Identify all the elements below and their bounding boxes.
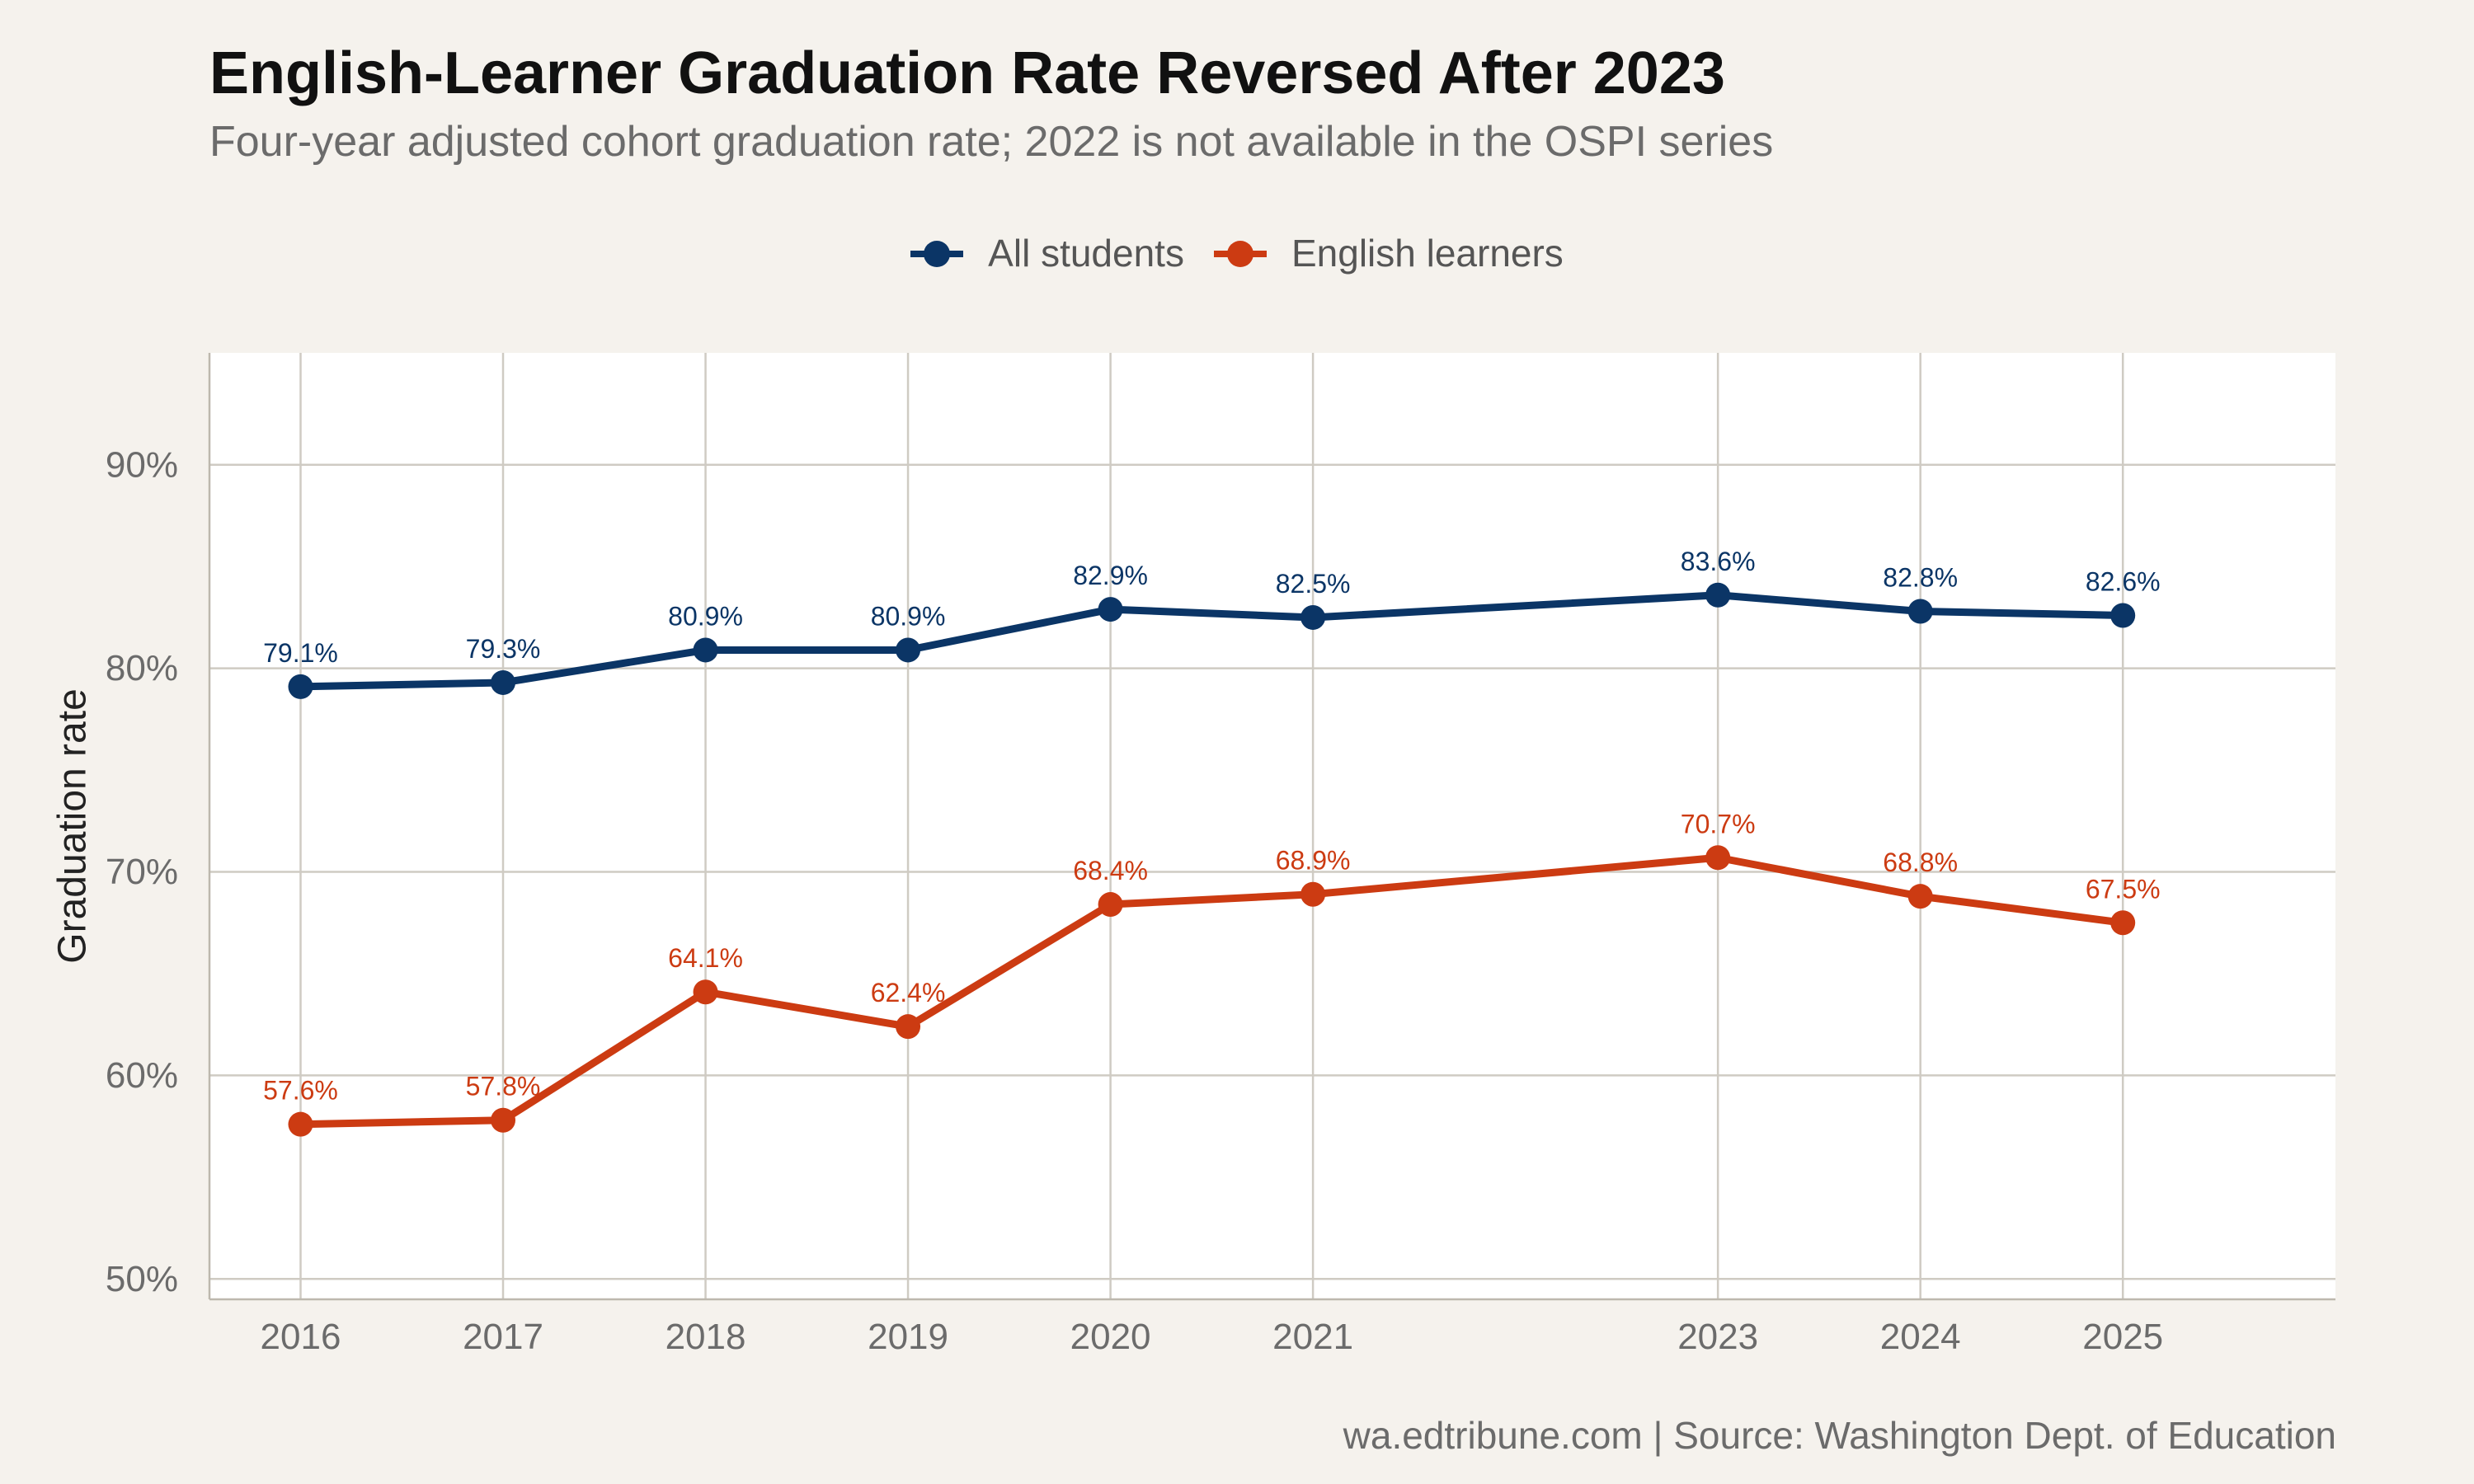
source-caption: wa.edtribune.com | Source: Washington De… [1343,1414,2336,1457]
data-point-all-students [896,637,921,663]
data-point-all-students [1300,604,1326,630]
chart-title: English-Learner Graduation Rate Reversed… [209,40,1725,106]
x-tick-label: 2024 [1880,1317,1961,1357]
data-label-english-learners: 68.4% [1073,856,1148,885]
data-label-all-students: 82.8% [1883,563,1958,593]
data-label-all-students: 80.9% [871,601,946,631]
data-point-all-students [2110,603,2136,628]
data-point-all-students [491,669,516,695]
x-tick-label: 2025 [2082,1317,2163,1357]
chart-subtitle: Four-year adjusted cohort graduation rat… [209,118,1774,166]
data-label-english-learners: 68.8% [1883,848,1958,877]
data-point-all-students [693,637,718,663]
y-tick-label: 70% [106,852,178,892]
data-point-all-students [1098,597,1123,622]
data-label-all-students: 82.5% [1276,569,1351,599]
data-label-all-students: 83.6% [1681,547,1756,576]
legend-label-all-students: All students [988,232,1184,275]
data-point-all-students [1705,582,1731,608]
data-point-english-learners [1907,884,1933,909]
x-tick-label: 2017 [463,1317,543,1357]
data-point-english-learners [1705,845,1731,871]
legend-key-english-learners [1213,237,1267,270]
data-point-english-learners [896,1014,921,1040]
data-point-english-learners [288,1111,313,1137]
legend: All students English learners [0,224,2474,282]
data-label-english-learners: 57.6% [263,1076,338,1106]
legend-dot-all-students [924,241,951,267]
data-label-english-learners: 64.1% [668,943,743,973]
x-tick-label: 2016 [261,1317,341,1357]
data-label-english-learners: 67.5% [2086,874,2161,904]
data-label-all-students: 82.6% [2086,566,2161,596]
data-point-all-students [1907,599,1933,624]
data-label-all-students: 79.1% [263,638,338,668]
x-tick-label: 2023 [1677,1317,1758,1357]
data-point-english-learners [1098,892,1123,918]
y-axis-title: Graduation rate [51,688,95,964]
x-tick-label: 2019 [868,1317,948,1357]
data-label-english-learners: 57.8% [466,1072,541,1101]
x-tick-label: 2021 [1272,1317,1353,1357]
data-point-english-learners [1300,881,1326,907]
y-tick-label: 90% [106,444,178,485]
data-point-english-learners [491,1107,516,1133]
data-label-all-students: 82.9% [1073,561,1148,590]
data-label-all-students: 79.3% [466,634,541,664]
data-label-english-learners: 62.4% [871,978,946,1007]
data-label-all-students: 80.9% [668,601,743,631]
y-tick-label: 60% [106,1055,178,1096]
legend-item-english-learners: English learners [1213,231,1564,275]
data-point-all-students [288,674,313,699]
legend-item-all-students: All students [910,231,1184,275]
x-tick-label: 2018 [666,1317,746,1357]
y-tick-label: 80% [106,648,178,688]
data-label-english-learners: 68.9% [1276,846,1351,876]
legend-dot-english-learners [1226,241,1253,267]
data-label-english-learners: 70.7% [1681,809,1756,838]
y-tick-label: 50% [106,1259,178,1299]
legend-label-english-learners: English learners [1291,232,1564,275]
data-point-english-learners [693,979,718,1005]
x-tick-label: 2020 [1070,1317,1151,1357]
plot-panel [209,353,2335,1299]
legend-key-all-students [910,237,964,270]
data-point-english-learners [2110,910,2136,936]
